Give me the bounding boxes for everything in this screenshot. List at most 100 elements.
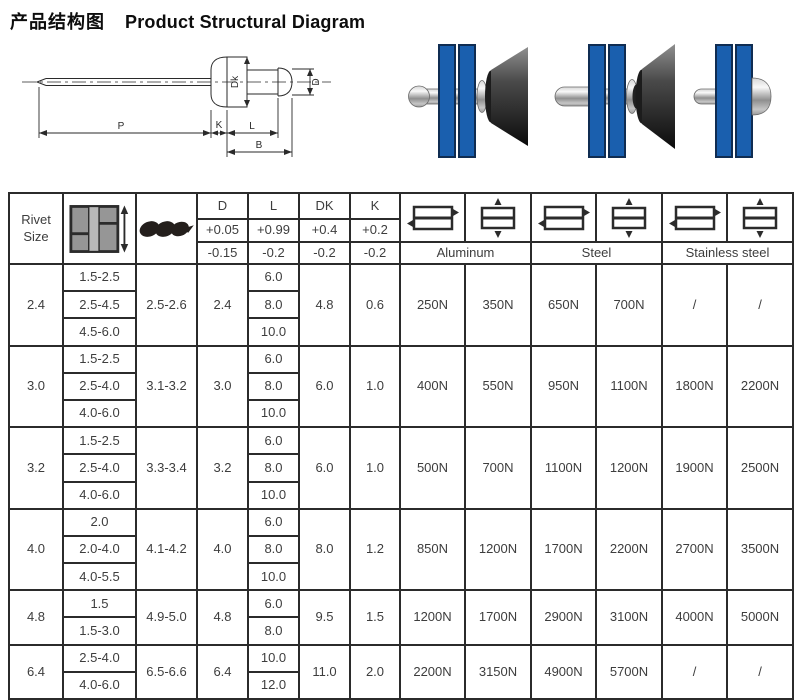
table-row: 4.0 2.0 4.1-4.2 4.0 6.0 8.0 1.2 850N 1200N 1700N 2… — [8, 507, 794, 592]
cell-steel-shear: 950N — [530, 344, 597, 429]
table-row: 2.0-4.0 8.0 — [9, 534, 793, 565]
cell-dk: 6.0 — [298, 344, 351, 429]
cell-steel-shear: 1100N — [530, 426, 597, 510]
cell-d: 3.0 — [196, 344, 249, 429]
cell-steel-tensile: 2200N — [595, 507, 663, 592]
cell-l: 8.0 — [247, 616, 300, 646]
cell-d: 2.4 — [196, 263, 249, 347]
cell-l: 6.0 — [247, 507, 300, 537]
cell-rivet-size: 6.4 — [8, 643, 64, 700]
cell-grip-range: 1.5-2.5 — [62, 344, 137, 374]
tolerance-plus-d: +0.05 — [196, 218, 249, 243]
cell-drill-size: 3.3-3.4 — [135, 426, 198, 510]
cell-rivet-size: 3.2 — [8, 426, 64, 510]
cell-dk: 4.8 — [298, 263, 351, 347]
tensile-strength-icon — [742, 197, 778, 238]
cell-l: 10.0 — [247, 643, 300, 673]
table-row: 3.0 1.5-2.5 3.1-3.2 3.0 6.0 6.0 1.0 400N 550N 950… — [8, 344, 794, 429]
figures-section: P K L B Dk D — [0, 34, 800, 178]
cell-aluminum-tensile: 550N — [464, 344, 532, 429]
cell-drill-size: 4.1-4.2 — [135, 507, 198, 592]
cell-steel-tensile: 700N — [595, 263, 663, 347]
material-header-steel: Steel — [530, 241, 663, 265]
cell-stainless-tensile: / — [726, 263, 794, 347]
mandrel-tip — [35, 78, 47, 86]
cell-l: 10.0 — [247, 480, 300, 510]
shear-strength-icon-cell — [530, 192, 597, 243]
cell-stainless-shear: / — [661, 643, 728, 700]
col-header-k: K — [349, 192, 401, 220]
cell-aluminum-tensile: 350N — [464, 263, 532, 347]
table-row: 4.0-6.0 10.0 — [9, 480, 793, 510]
cell-steel-tensile: 1100N — [595, 344, 663, 429]
cell-aluminum-tensile: 1200N — [464, 507, 532, 592]
cell-l: 6.0 — [247, 262, 300, 293]
dim-label-l: L — [249, 121, 255, 132]
page-header: 产品结构图 Product Structural Diagram — [0, 0, 800, 34]
cell-grip-range: 1.5-2.5 — [62, 426, 137, 456]
drill-bit-icon-cell — [135, 192, 198, 265]
shear-strength-icon — [668, 205, 721, 230]
cell-k: 1.5 — [349, 589, 401, 646]
cell-grip-range: 4.0-6.0 — [62, 398, 137, 429]
tolerance-plus-dk: +0.4 — [298, 218, 351, 243]
cell-stainless-tensile: 2200N — [726, 344, 794, 429]
cell-grip-range: 2.5-4.0 — [62, 371, 137, 401]
tensile-strength-icon-cell — [726, 192, 794, 243]
cell-stainless-tensile: 5000N — [726, 589, 794, 646]
cell-grip-range: 2.5-4.0 — [62, 643, 137, 673]
cell-d: 3.2 — [196, 426, 249, 510]
cell-aluminum-shear: 1200N — [399, 589, 466, 646]
work-plates — [715, 44, 753, 158]
cell-aluminum-tensile: 700N — [464, 426, 532, 510]
cell-grip-range: 1.5-2.5 — [62, 262, 137, 293]
cell-grip-range: 4.0-5.5 — [62, 562, 137, 592]
dim-label-k: K — [216, 120, 223, 131]
col-header-rivet-size: Rivet Size — [8, 192, 64, 265]
cell-aluminum-shear: 500N — [399, 426, 466, 510]
cell-aluminum-shear: 850N — [399, 507, 466, 592]
photo-rivet-setting — [554, 44, 675, 158]
cell-k: 1.0 — [349, 344, 401, 429]
cell-stainless-shear: 2700N — [661, 507, 728, 592]
cell-grip-range: 2.0 — [62, 507, 137, 537]
cell-k: 2.0 — [349, 643, 401, 700]
cell-l: 10.0 — [247, 562, 300, 592]
cell-dk: 11.0 — [298, 643, 351, 700]
table-row: 3.2 1.5-2.5 3.3-3.4 3.2 6.0 6.0 1.0 500N 700N 110… — [8, 426, 794, 510]
cell-stainless-tensile: 2500N — [726, 426, 794, 510]
cell-steel-tensile: 1200N — [595, 426, 663, 510]
table-row: 2.5-4.0 8.0 — [9, 453, 793, 483]
tool-nose-cone — [491, 47, 528, 146]
cell-k: 0.6 — [349, 263, 401, 347]
cell-grip-range: 2.5-4.5 — [62, 290, 137, 320]
cell-stainless-shear: 4000N — [661, 589, 728, 646]
col-header-l: L — [247, 192, 300, 220]
cell-l: 12.0 — [247, 670, 300, 700]
cell-dk: 6.0 — [298, 426, 351, 510]
dim-label-p: P — [118, 121, 125, 132]
material-header-aluminum: Aluminum — [399, 241, 532, 265]
tolerance-plus-k: +0.2 — [349, 218, 401, 243]
cell-drill-size: 6.5-6.6 — [135, 643, 198, 700]
cell-aluminum-shear: 400N — [399, 344, 466, 429]
mandrel-ball — [408, 85, 430, 108]
drill-bit-icon — [139, 220, 194, 237]
cell-grip-range: 1.5 — [62, 589, 137, 619]
cell-l: 6.0 — [247, 344, 300, 374]
cell-grip-range: 4.5-6.0 — [62, 317, 137, 347]
col-header-dk: DK — [298, 192, 351, 220]
cell-aluminum-tensile: 1700N — [464, 589, 532, 646]
tolerance-minus-l: -0.2 — [247, 241, 300, 265]
table-row: 1.5-3.0 8.0 — [9, 616, 793, 646]
cell-steel-shear: 1700N — [530, 507, 597, 592]
tolerance-minus-dk: -0.2 — [298, 241, 351, 265]
cell-rivet-size: 4.8 — [8, 589, 64, 646]
tolerance-plus-l: +0.99 — [247, 218, 300, 243]
table-row: 2.4 1.5-2.5 2.5-2.6 2.4 6.0 4.8 0.6 250N 350N 650… — [8, 262, 794, 347]
shear-strength-icon-cell — [661, 192, 728, 243]
tolerance-minus-d: -0.15 — [196, 241, 249, 265]
dim-label-b: B — [256, 140, 263, 151]
cell-d: 6.4 — [196, 643, 249, 700]
cell-stainless-tensile: / — [726, 643, 794, 700]
